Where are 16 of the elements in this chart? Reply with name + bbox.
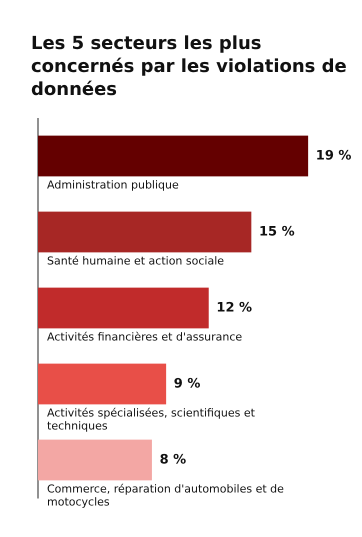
bar [38,288,209,328]
y-tick-label: Santé humaine et action sociale [47,254,224,268]
bar [38,136,308,176]
chart-title: Les 5 secteurs les plus concernés par les violations de données [31,32,348,101]
data-label: 15 % [259,224,295,240]
data-label: 8 % [160,452,186,468]
y-tick-label: Commerce, réparation d'automobiles et de motocycles [47,482,284,508]
y-tick-label: Administration publique [47,178,179,192]
data-label: 12 % [216,300,252,316]
data-label: 19 % [316,148,352,164]
data-label: 9 % [174,376,200,392]
bar [38,212,252,252]
bar [38,440,152,480]
bar [38,364,166,404]
y-tick-label: Activités spécialisées, scientifiques et techniques [47,406,256,432]
y-tick-label: Activités financières et d'assurance [47,330,242,344]
